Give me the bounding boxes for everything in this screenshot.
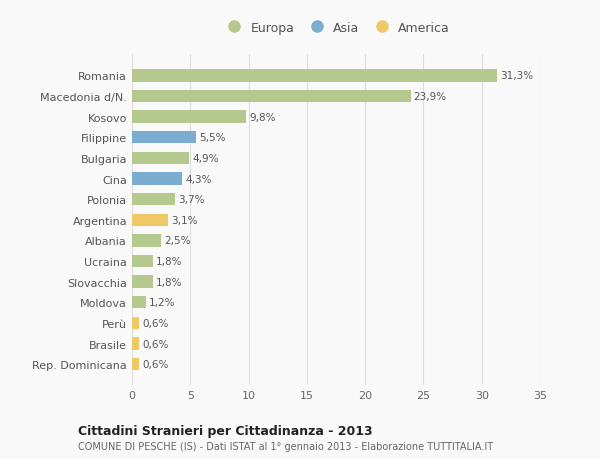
Text: 0,6%: 0,6% xyxy=(142,318,168,328)
Text: 4,3%: 4,3% xyxy=(185,174,212,184)
Bar xyxy=(132,255,153,268)
Text: 1,8%: 1,8% xyxy=(156,277,182,287)
Bar xyxy=(132,152,189,165)
Text: 0,6%: 0,6% xyxy=(142,359,168,369)
Bar xyxy=(132,297,146,309)
Bar xyxy=(132,235,161,247)
Text: 4,9%: 4,9% xyxy=(192,154,218,163)
Text: 3,1%: 3,1% xyxy=(171,215,197,225)
Bar xyxy=(132,70,497,83)
Text: 2,5%: 2,5% xyxy=(164,236,191,246)
Legend: Europa, Asia, America: Europa, Asia, America xyxy=(222,22,450,34)
Bar xyxy=(132,173,182,185)
Bar xyxy=(132,358,139,370)
Text: Cittadini Stranieri per Cittadinanza - 2013: Cittadini Stranieri per Cittadinanza - 2… xyxy=(78,424,373,437)
Bar xyxy=(132,214,168,226)
Text: 0,6%: 0,6% xyxy=(142,339,168,349)
Text: 31,3%: 31,3% xyxy=(500,71,533,81)
Text: 9,8%: 9,8% xyxy=(249,112,275,123)
Text: 5,5%: 5,5% xyxy=(199,133,226,143)
Text: COMUNE DI PESCHE (IS) - Dati ISTAT al 1° gennaio 2013 - Elaborazione TUTTITALIA.: COMUNE DI PESCHE (IS) - Dati ISTAT al 1°… xyxy=(78,441,493,451)
Bar xyxy=(132,276,153,288)
Bar xyxy=(132,111,246,123)
Text: 3,7%: 3,7% xyxy=(178,195,205,205)
Text: 23,9%: 23,9% xyxy=(413,92,446,102)
Text: 1,8%: 1,8% xyxy=(156,257,182,267)
Bar xyxy=(132,194,175,206)
Text: 1,2%: 1,2% xyxy=(149,297,175,308)
Bar xyxy=(132,91,410,103)
Bar xyxy=(132,132,196,144)
Bar xyxy=(132,338,139,350)
Bar xyxy=(132,317,139,330)
